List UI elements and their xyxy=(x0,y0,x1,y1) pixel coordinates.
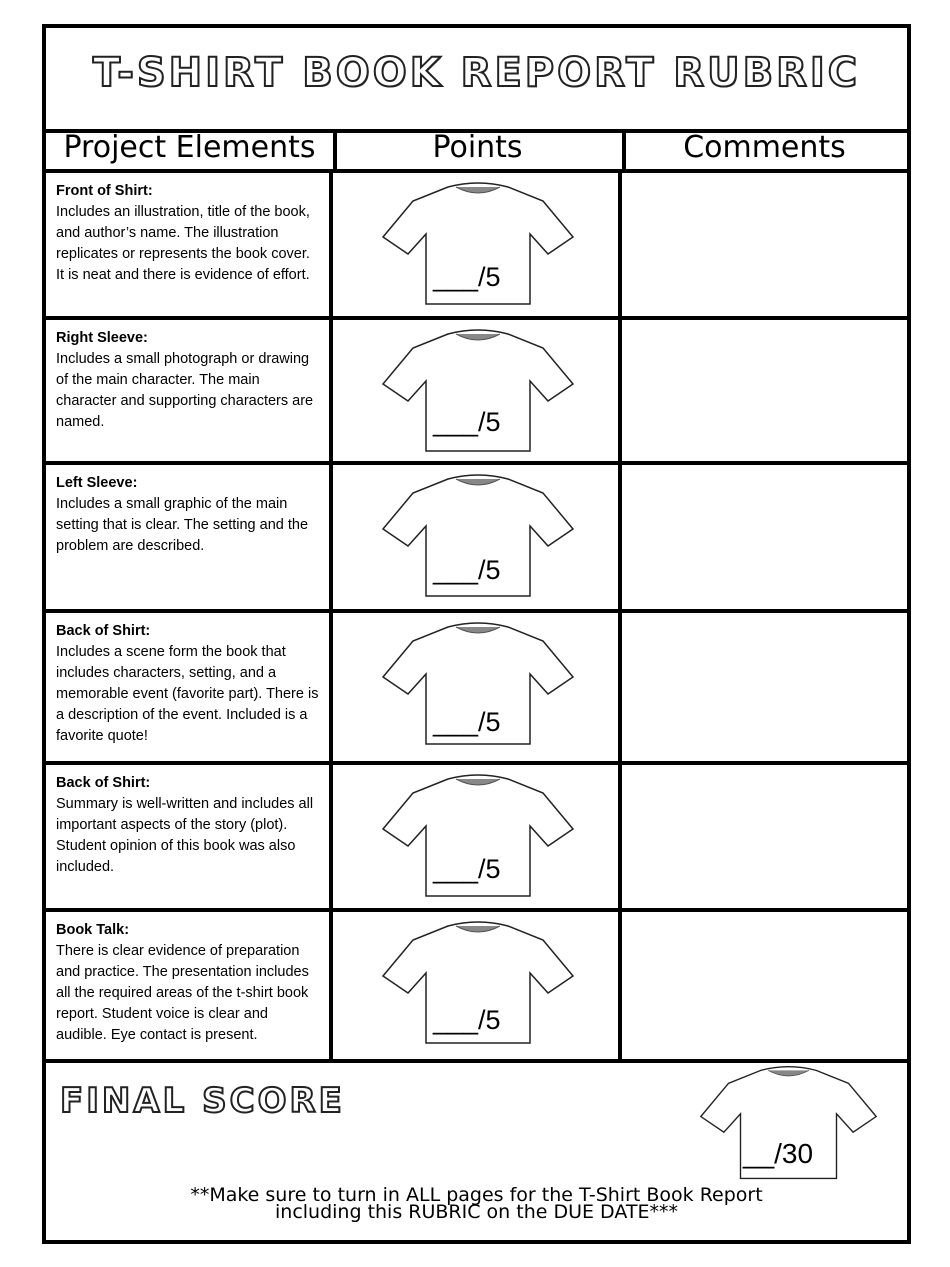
element-text: Includes an illustration, title of the b… xyxy=(56,204,310,283)
element-description: Back of Shirt: Includes a scene form the … xyxy=(46,613,333,761)
tshirt-icon xyxy=(381,474,575,597)
header-comments: Comments xyxy=(622,129,907,173)
points-cell: ___/5 xyxy=(333,912,622,1059)
points-cell: ___/5 xyxy=(333,320,622,461)
rubric-row: Front of Shirt: Includes an illustration,… xyxy=(46,173,907,320)
points-cell: ___/5 xyxy=(333,465,622,609)
header-points: Points xyxy=(333,129,622,173)
element-description: Front of Shirt: Includes an illustration,… xyxy=(46,173,333,316)
element-text: There is clear evidence of preparation a… xyxy=(56,943,309,1043)
divider xyxy=(622,129,626,173)
comments-cell[interactable] xyxy=(622,173,907,316)
element-description: Back of Shirt: Summary is well-written an… xyxy=(46,765,333,908)
element-text: Summary is well-written and includes all… xyxy=(56,796,314,875)
element-heading: Book Talk: xyxy=(56,922,130,938)
element-heading: Back of Shirt: xyxy=(56,775,151,791)
rubric-row: Back of Shirt: Summary is well-written an… xyxy=(46,765,907,912)
points-cell: ___/5 xyxy=(333,613,622,761)
points-cell: ___/5 xyxy=(333,173,622,316)
header-project-elements: Project Elements xyxy=(46,129,333,173)
note-line-2: including this RUBRIC on the DUE DATE*** xyxy=(275,1201,678,1223)
tshirt-icon xyxy=(699,1066,878,1180)
divider xyxy=(333,129,337,173)
rubric-row: Right Sleeve: Includes a small photograph… xyxy=(46,320,907,465)
points-field[interactable]: ___/5 xyxy=(433,1005,501,1035)
points-field[interactable]: ___/5 xyxy=(433,555,501,585)
element-text: Includes a small graphic of the main set… xyxy=(56,496,309,554)
element-description: Right Sleeve: Includes a small photograph… xyxy=(46,320,333,461)
tshirt-icon xyxy=(381,182,575,305)
tshirt-icon xyxy=(381,622,575,745)
rubric-row: Back of Shirt: Includes a scene form the … xyxy=(46,613,907,765)
element-heading: Back of Shirt: xyxy=(56,623,151,639)
rubric-row: Left Sleeve: Includes a small graphic of … xyxy=(46,465,907,613)
comments-cell[interactable] xyxy=(622,465,907,609)
element-text: Includes a small photograph or drawing o… xyxy=(56,351,314,430)
points-field[interactable]: ___/5 xyxy=(433,707,501,737)
points-field[interactable]: ___/5 xyxy=(433,854,501,884)
final-score-label: FINAL SCORE xyxy=(59,1080,345,1122)
tshirt-icon xyxy=(381,921,575,1044)
points-cell: ___/5 xyxy=(333,765,622,908)
title-row: T-SHIRT BOOK REPORT RUBRIC xyxy=(46,28,907,133)
final-score-section: FINAL SCORE __/30 **Make sure to turn in… xyxy=(46,1063,907,1240)
element-description: Left Sleeve: Includes a small graphic of … xyxy=(46,465,333,609)
note-line-1: **Make sure to turn in ALL pages for the… xyxy=(190,1184,763,1206)
points-field[interactable]: ___/5 xyxy=(433,262,501,292)
comments-cell[interactable] xyxy=(622,613,907,761)
element-heading: Front of Shirt: xyxy=(56,183,153,199)
page-title: T-SHIRT BOOK REPORT RUBRIC xyxy=(92,49,861,97)
due-date-note: **Make sure to turn in ALL pages for the… xyxy=(46,1184,907,1223)
points-field[interactable]: ___/5 xyxy=(433,407,501,437)
comments-cell[interactable] xyxy=(622,320,907,461)
rubric-row: Book Talk: There is clear evidence of pre… xyxy=(46,912,907,1063)
comments-cell[interactable] xyxy=(622,912,907,1059)
comments-cell[interactable] xyxy=(622,765,907,908)
element-heading: Right Sleeve: xyxy=(56,330,148,346)
final-score-field[interactable]: __/30 xyxy=(743,1138,814,1169)
element-description: Book Talk: There is clear evidence of pre… xyxy=(46,912,333,1059)
element-heading: Left Sleeve: xyxy=(56,475,138,491)
tshirt-icon xyxy=(381,774,575,897)
tshirt-icon xyxy=(381,329,575,452)
rubric-frame: T-SHIRT BOOK REPORT RUBRIC Project Eleme… xyxy=(42,24,911,1244)
element-text: Includes a scene form the book that incl… xyxy=(56,644,319,744)
